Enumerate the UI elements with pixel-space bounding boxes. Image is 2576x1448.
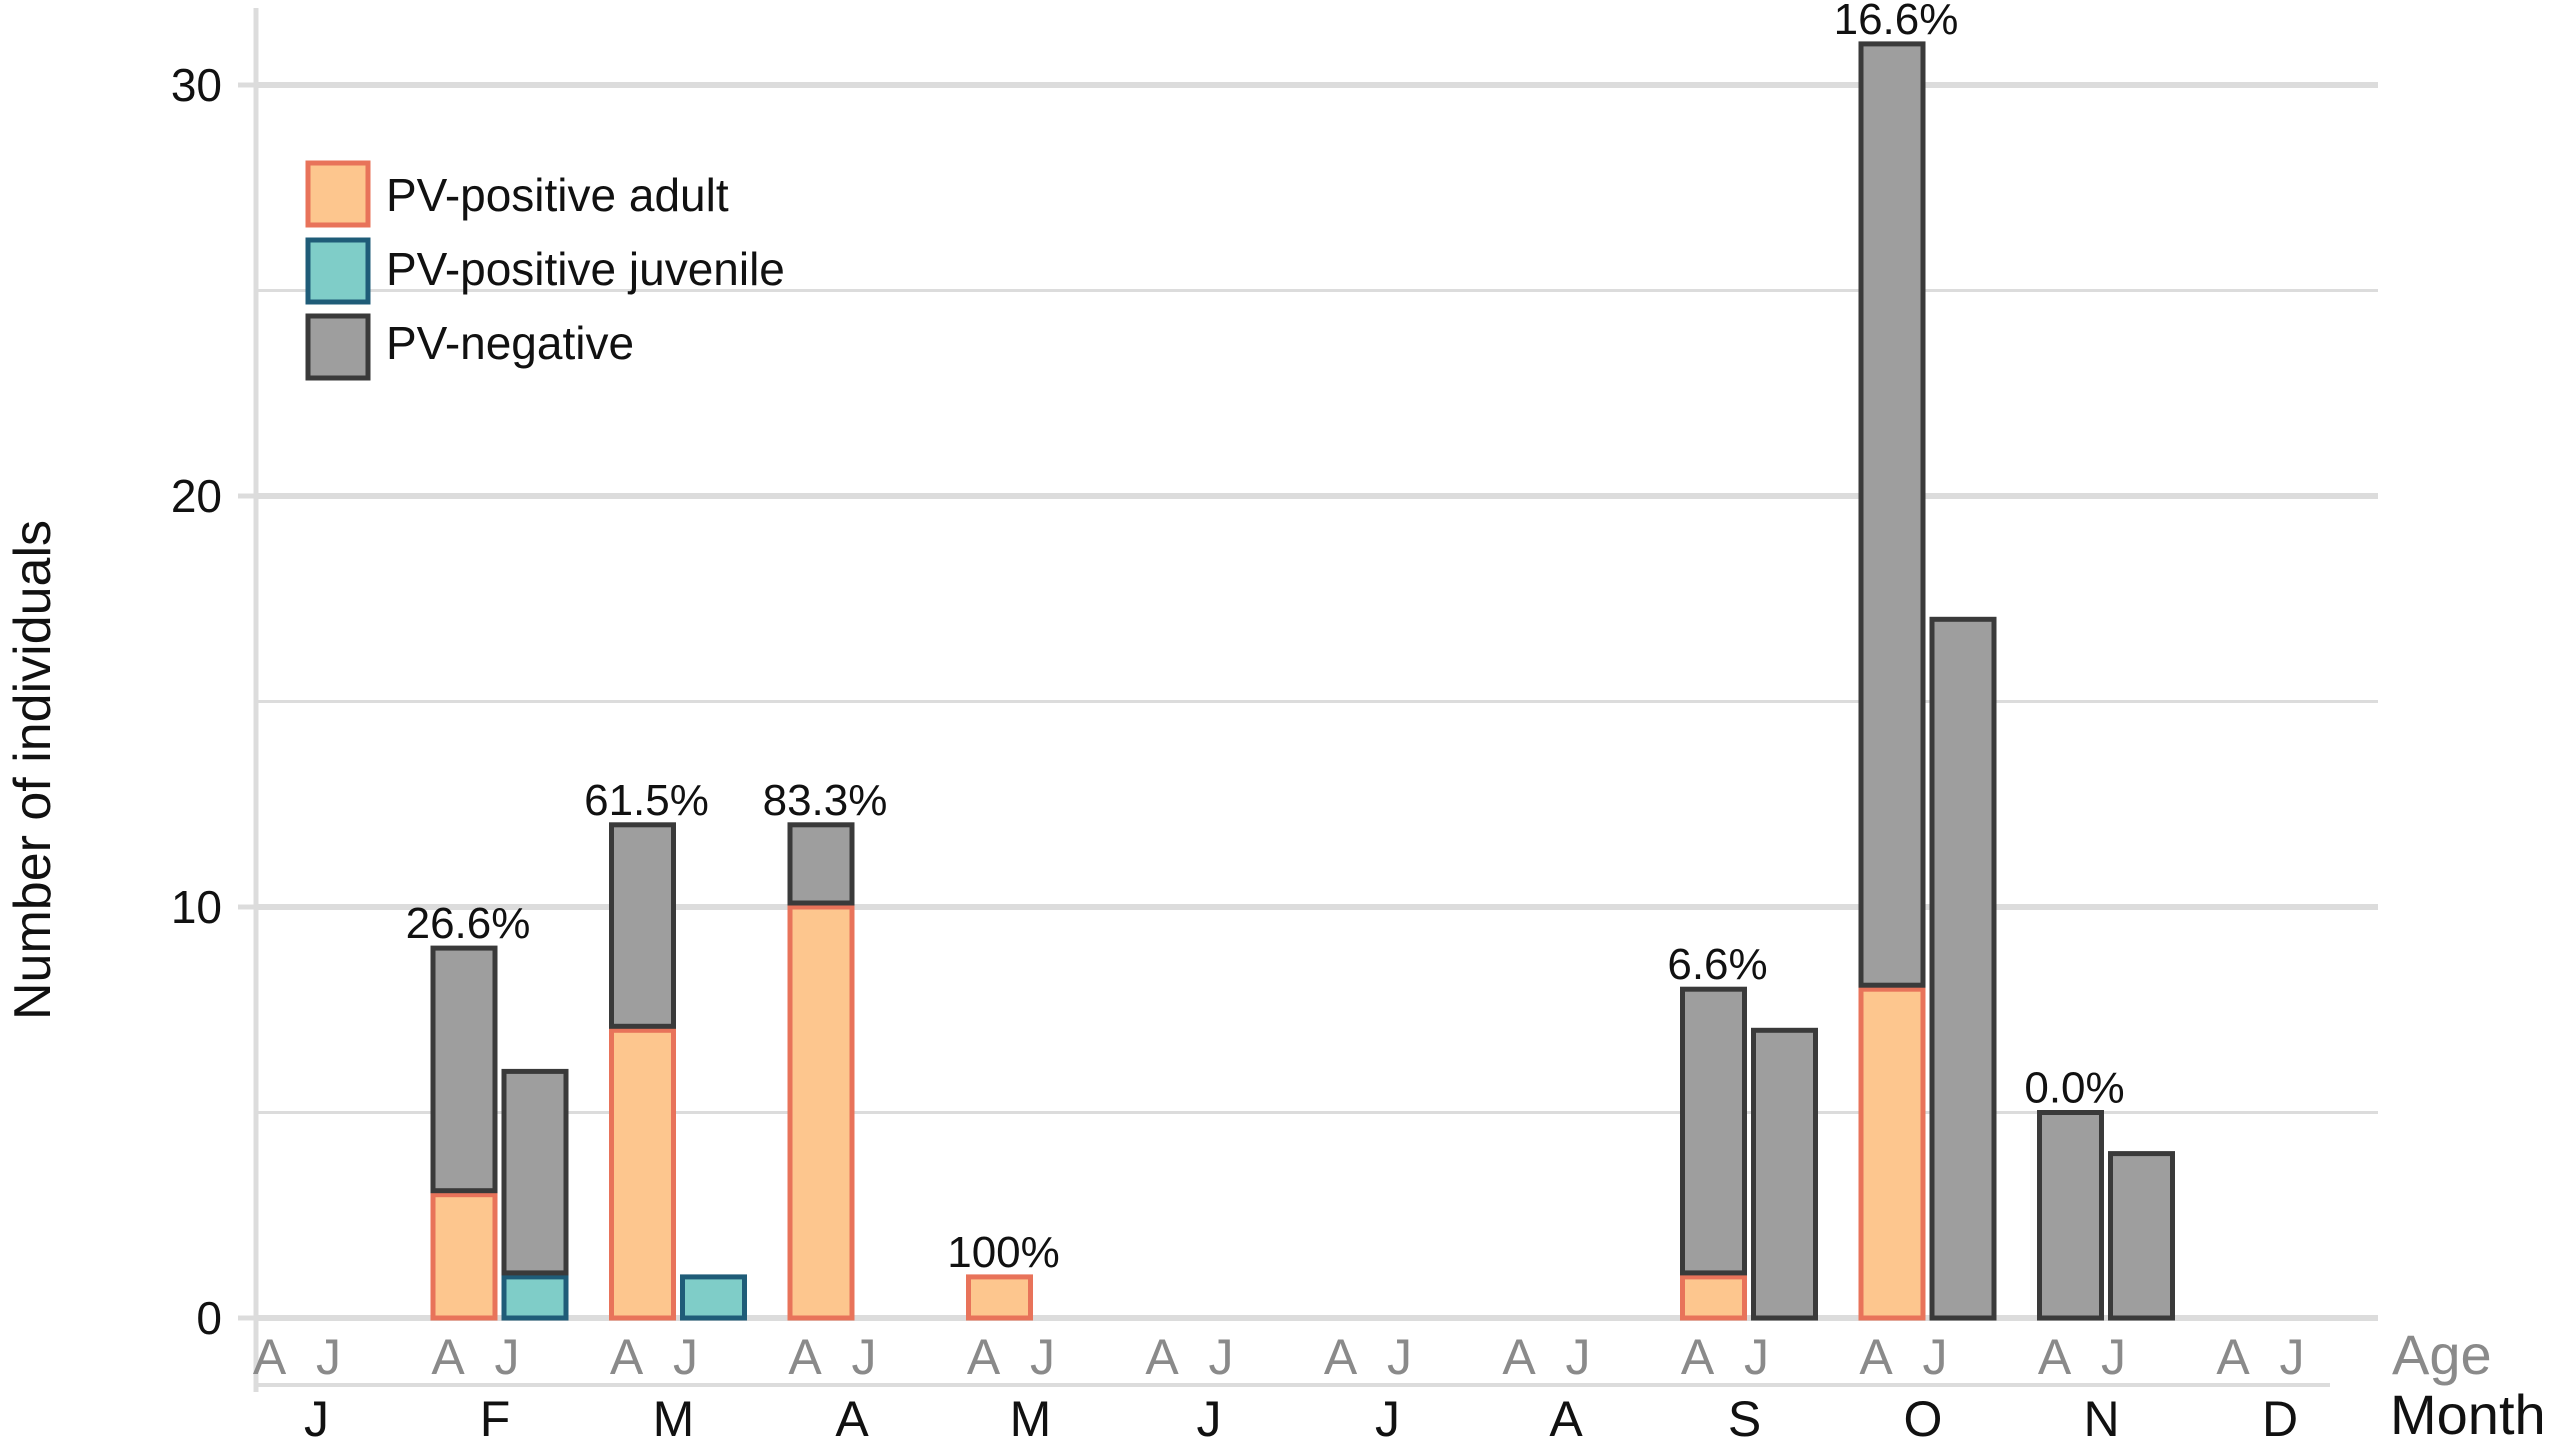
age-label-adult: A (1502, 1329, 1536, 1385)
legend-label-pv-positive-adult: PV-positive adult (386, 169, 729, 221)
age-label-juvenile: J (1387, 1329, 1412, 1385)
legend-swatch-pv-negative (305, 313, 371, 381)
month-label: J (1375, 1391, 1400, 1447)
age-label-adult: A (253, 1329, 287, 1385)
prevalence-label: 83.3% (763, 776, 888, 825)
bar-pv-positive-adult-adult (966, 1274, 1033, 1321)
bar-pv-negative-adult (609, 822, 676, 1029)
bar-pv-negative-juvenile (2108, 1151, 2175, 1321)
age-label-juvenile: J (2101, 1329, 2126, 1385)
age-label-adult: A (1859, 1329, 1893, 1385)
bar-pv-negative-adult (1858, 41, 1926, 988)
legend: PV-positive adult PV-positive juvenile P… (305, 160, 785, 381)
month-label: D (2262, 1391, 2298, 1447)
age-label-adult: A (610, 1329, 644, 1385)
bar-pv-negative-juvenile (501, 1068, 569, 1276)
prevalence-label: 16.6% (1834, 0, 1959, 44)
bar-pv-positive-adult-adult (1858, 986, 1926, 1321)
bars (430, 41, 2175, 1321)
month-label: O (1904, 1391, 1943, 1447)
bar-pv-positive-juvenile-juvenile (501, 1274, 569, 1321)
bar-pv-negative-adult (430, 945, 498, 1194)
bar-pv-positive-adult-adult (430, 1192, 498, 1321)
age-label-juvenile: J (852, 1329, 877, 1385)
month-label: N (2083, 1391, 2119, 1447)
bar-pv-positive-adult-adult (1680, 1274, 1747, 1321)
y-tick-label: 10 (171, 881, 222, 933)
y-tick-label: 20 (171, 470, 222, 522)
data-labels: 26.6% 61.5% 83.3% 100% 6.6% 16.6% 0.0% (406, 0, 2125, 1277)
age-label-adult: A (1324, 1329, 1358, 1385)
prevalence-label: 6.6% (1667, 940, 1767, 989)
prevalence-label: 61.5% (584, 776, 709, 825)
month-axis-title: Month (2390, 1383, 2546, 1446)
age-axis-title: Age (2392, 1323, 2492, 1386)
month-label: M (1010, 1391, 1052, 1447)
age-label-juvenile: J (673, 1329, 698, 1385)
age-label-juvenile: J (1209, 1329, 1234, 1385)
legend-swatch-pv-positive-adult (305, 160, 371, 228)
age-label-adult: A (1145, 1329, 1179, 1385)
axes: 0 10 20 30 (171, 8, 2378, 1392)
age-label-adult: A (2038, 1329, 2072, 1385)
month-label: F (480, 1391, 511, 1447)
bar-pv-negative-juvenile (1929, 616, 1997, 1321)
bar-pv-negative-adult (1680, 986, 1747, 1276)
age-label-juvenile: J (1030, 1329, 1055, 1385)
x-axis-labels: A JJA JFA JMA JAA JMA JJA JJA JAA JSA JOA JNA JD (253, 1329, 2305, 1447)
age-label-juvenile: J (316, 1329, 341, 1385)
legend-swatch-pv-positive-juvenile (305, 237, 371, 305)
legend-label-pv-negative: PV-negative (386, 317, 634, 369)
bar-pv-positive-adult-adult (787, 904, 855, 1321)
age-label-adult: A (431, 1329, 465, 1385)
gridlines (256, 82, 2378, 1114)
y-tick-label: 30 (171, 59, 222, 111)
age-label-adult: A (788, 1329, 822, 1385)
month-label: S (1728, 1391, 1761, 1447)
age-label-juvenile: J (495, 1329, 520, 1385)
age-label-juvenile: J (2280, 1329, 2305, 1385)
age-label-adult: A (1681, 1329, 1715, 1385)
bar-pv-negative-adult (787, 822, 855, 906)
month-label: J (304, 1391, 329, 1447)
bar-pv-negative-juvenile (1751, 1027, 1818, 1321)
prevalence-label: 26.6% (406, 899, 531, 948)
age-label-adult: A (2216, 1329, 2250, 1385)
age-label-juvenile: J (1923, 1329, 1948, 1385)
bar-pv-positive-adult-adult (609, 1027, 676, 1321)
legend-label-pv-positive-juvenile: PV-positive juvenile (386, 243, 785, 295)
y-tick-label: 0 (196, 1292, 222, 1344)
age-label-juvenile: J (1744, 1329, 1769, 1385)
month-label: A (835, 1391, 869, 1447)
y-axis-title: Number of individuals (4, 520, 62, 1020)
age-label-juvenile: J (1566, 1329, 1591, 1385)
prevalence-label: 0.0% (2024, 1064, 2124, 1113)
month-label: J (1197, 1391, 1222, 1447)
bar-pv-positive-juvenile-juvenile (680, 1274, 747, 1321)
month-label: M (653, 1391, 695, 1447)
bar-pv-negative-adult (2037, 1110, 2104, 1321)
month-label: A (1549, 1391, 1583, 1447)
age-label-adult: A (967, 1329, 1001, 1385)
prevalence-label: 100% (947, 1228, 1060, 1277)
